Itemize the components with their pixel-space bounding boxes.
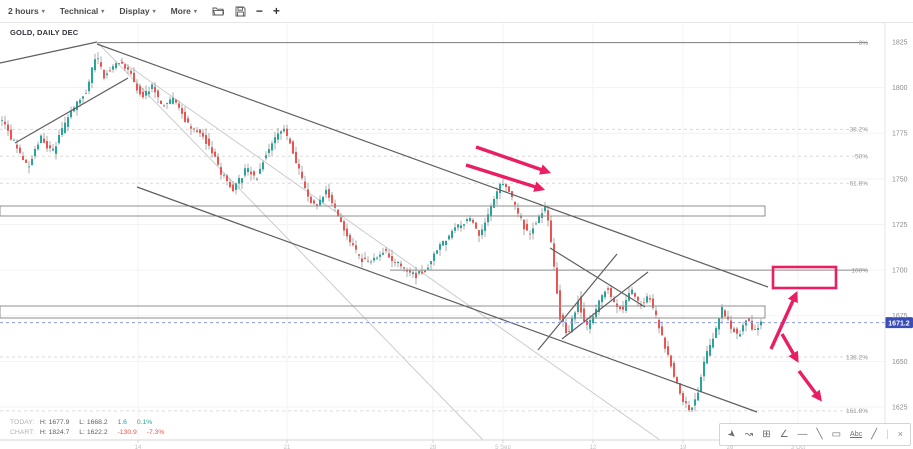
fib-retracement-tool[interactable]: ⊞ [762,428,771,440]
candles [1,52,762,413]
top-toolbar: 2 hours ▾ Technical ▾ Display ▾ More ▾ −… [0,0,913,23]
today-high: H: 1677.9 [39,419,70,426]
symbol-label: GOLD, DAILY DEC [10,28,79,37]
fib-label: 0% [859,40,869,47]
current-price-badge: 1671.2 [885,317,913,329]
svg-text:3 Oct: 3 Oct [791,445,806,449]
session-stats: TODAY: H: 1677.9 L: 1668.2 1.6 0.1% CHAR… [10,418,172,437]
chevron-down-icon: ▾ [152,8,156,15]
horizontal-line-tool[interactable]: — [797,428,808,440]
svg-text:28: 28 [430,445,437,449]
menu-display[interactable]: Display ▾ [119,6,155,16]
svg-text:19: 19 [680,445,687,449]
today-change-pct: 0.1% [136,419,153,426]
pink-highlight-rect [771,265,838,290]
grid [0,23,885,440]
svg-text:1675: 1675 [892,313,908,320]
menu-technical-label: Technical [59,6,99,16]
fib-label: 138.2% [846,354,868,361]
svg-text:14: 14 [135,445,142,449]
zoom-out-button[interactable]: − [255,4,263,18]
pink-arrow [475,145,552,175]
svg-text:1825: 1825 [892,39,908,46]
cursor-tool[interactable]: ➤ [725,427,739,442]
fib-label: 38.2% [850,127,869,134]
chevron-down-icon: ▾ [41,8,45,15]
chart-change-pct: -7.3% [146,428,165,436]
menu-display-label: Display [119,6,150,16]
separator: | [886,428,889,440]
timeframe-label: 2 hours [8,6,39,16]
chart-canvas[interactable]: 0% 38.2% 50% 61.8% 100% 138.2% 161.8% 1671.2 182… [0,23,913,449]
today-low: L: 1668.2 [79,419,108,426]
zone-bands [0,205,766,319]
price-chart[interactable]: 0%38.2%50%61.8%100%138.2%161.8%1671.2182… [0,23,913,449]
pink-annotations [465,145,838,402]
price-axis[interactable]: 1825 1800 1775 1750 1725 1700 1675 1650 1625 [884,23,908,440]
fib-label: 50% [855,154,868,161]
svg-text:21: 21 [284,445,291,449]
svg-text:5 Sep: 5 Sep [495,445,511,449]
text-tool[interactable]: Abc [850,431,863,438]
close-toolbar-button[interactable]: × [897,429,903,439]
today-stats: TODAY: H: 1677.9 L: 1668.2 1.6 0.1% [10,418,172,428]
fib-label: 100% [851,267,868,274]
line-tool[interactable]: ╱ [871,428,878,440]
svg-text:1725: 1725 [892,222,908,229]
trend-line-tool[interactable]: ╲ [816,428,823,440]
svg-text:26: 26 [727,445,734,449]
pink-arrow [465,163,546,192]
save-icon[interactable] [234,5,247,18]
pink-arrow [769,291,798,350]
svg-text:1700: 1700 [892,268,908,275]
chevron-down-icon: ▾ [193,8,197,15]
trendlines-light [96,41,661,441]
svg-text:1625: 1625 [892,404,908,411]
pink-arrow [780,333,799,363]
fib-label: 61.8% [850,181,869,188]
svg-text:1775: 1775 [892,131,908,138]
elliott-wave-tool[interactable]: ↝ [744,428,754,440]
menu-technical[interactable]: Technical ▾ [60,6,105,16]
today-change: 1.6 [117,419,127,426]
chart-label: CHART: [10,428,35,436]
chart-change: -130.9 [117,428,137,436]
pink-arrow [797,369,822,402]
menu-more[interactable]: More ▾ [171,6,197,16]
fib-levels: 0% 38.2% 50% 61.8% 100% 138.2% 161.8% [0,40,868,415]
svg-text:1800: 1800 [892,85,908,92]
fan-lines-tool[interactable]: ∠ [779,428,789,440]
drawing-toolbar: ➤ ↝ ⊞ ∠ — ╲ ▭ Abc ╱ | × [719,423,911,446]
chart-low: L: 1622.2 [79,428,108,436]
chevron-down-icon: ▾ [101,8,105,15]
today-label: TODAY: [10,419,35,426]
timeframe-select[interactable]: 2 hours ▾ [8,6,45,16]
rectangle-tool[interactable]: ▭ [831,428,842,440]
open-folder-icon[interactable] [212,5,225,18]
trendlines [0,41,769,413]
menu-more-label: More [170,6,191,16]
svg-text:12: 12 [590,445,597,449]
chart-stats: CHART: H: 1824.7 L: 1622.2 -130.9 -7.3% [10,428,172,438]
svg-text:1750: 1750 [892,176,908,183]
svg-text:1671.2: 1671.2 [888,320,910,327]
svg-text:1650: 1650 [892,359,908,366]
chart-high: H: 1824.7 [39,428,70,436]
zoom-in-button[interactable]: + [272,4,280,18]
fib-label: 161.8% [846,408,868,415]
